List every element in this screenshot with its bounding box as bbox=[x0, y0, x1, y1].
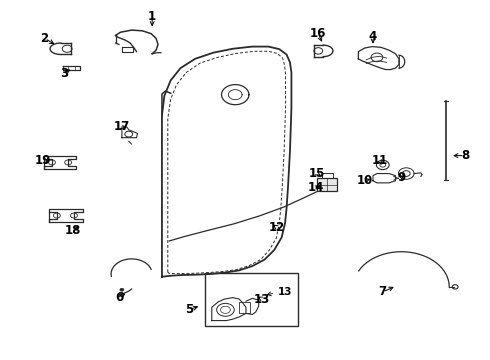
Text: 1: 1 bbox=[148, 10, 156, 23]
Text: 12: 12 bbox=[269, 221, 285, 234]
Text: 18: 18 bbox=[65, 224, 81, 237]
Text: 16: 16 bbox=[310, 27, 326, 40]
Bar bbox=[239, 302, 250, 313]
Text: 3: 3 bbox=[60, 67, 68, 80]
Text: 9: 9 bbox=[397, 171, 406, 184]
Text: 6: 6 bbox=[115, 291, 123, 304]
Text: 10: 10 bbox=[357, 174, 373, 187]
Text: 2: 2 bbox=[41, 32, 49, 45]
Text: 14: 14 bbox=[308, 181, 324, 194]
Text: 13: 13 bbox=[254, 293, 270, 306]
Bar bbox=[205, 273, 298, 326]
Bar bbox=[322, 173, 333, 178]
Text: 7: 7 bbox=[379, 285, 387, 298]
Text: 8: 8 bbox=[461, 149, 469, 162]
Text: 17: 17 bbox=[114, 121, 130, 134]
Text: 5: 5 bbox=[185, 303, 193, 316]
Bar bbox=[318, 178, 337, 192]
Circle shape bbox=[120, 288, 124, 291]
Text: 13: 13 bbox=[278, 287, 293, 297]
Text: 11: 11 bbox=[371, 154, 388, 167]
Text: 15: 15 bbox=[309, 167, 325, 180]
Text: 4: 4 bbox=[369, 30, 377, 43]
Text: 19: 19 bbox=[35, 154, 51, 167]
